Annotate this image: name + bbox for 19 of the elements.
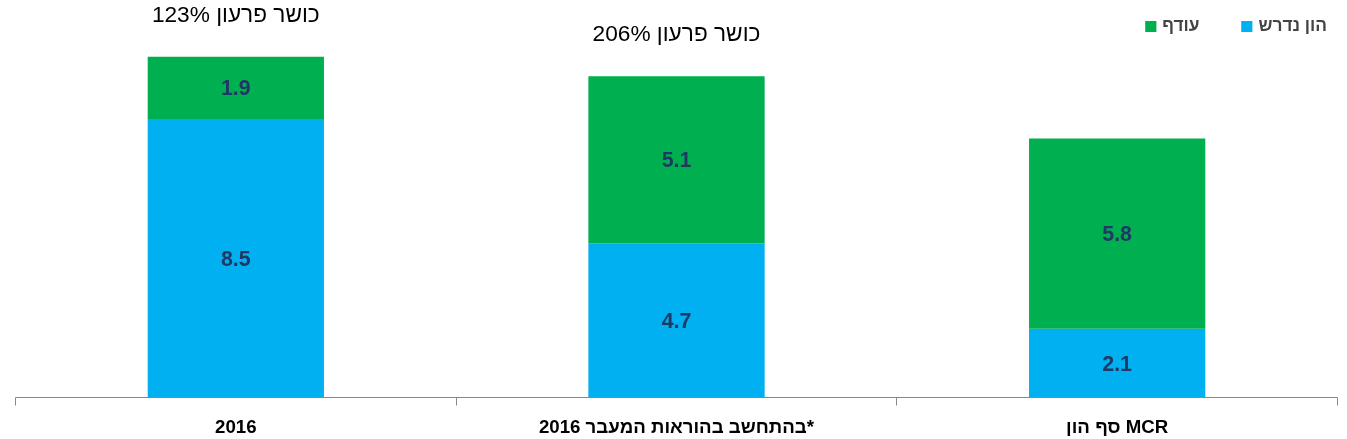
bar	[147, 56, 324, 119]
x-tick-label: 2016	[215, 415, 257, 437]
bar	[147, 118, 324, 398]
data-label: 2.1	[1102, 351, 1133, 376]
bar	[588, 243, 765, 398]
data-label: 1.9	[221, 76, 251, 101]
bar	[588, 76, 765, 244]
bar	[1029, 138, 1206, 329]
legend-label: עודף	[1162, 15, 1200, 36]
annotation: כושר פרעון 123%	[151, 0, 320, 27]
x-tick-label: סף הון MCR	[1066, 415, 1169, 437]
x-tick-label: 2016 בהתחשב בהוראות המעבר*	[538, 415, 815, 437]
data-label: 5.8	[1102, 222, 1133, 247]
data-label: 8.5	[221, 246, 251, 271]
bar	[1029, 328, 1206, 398]
data-label: 4.7	[661, 308, 692, 333]
legend-label: הון נדרש	[1258, 15, 1327, 36]
annotation: כושר פרעון 206%	[592, 20, 761, 47]
data-label: 5.1	[661, 148, 692, 173]
